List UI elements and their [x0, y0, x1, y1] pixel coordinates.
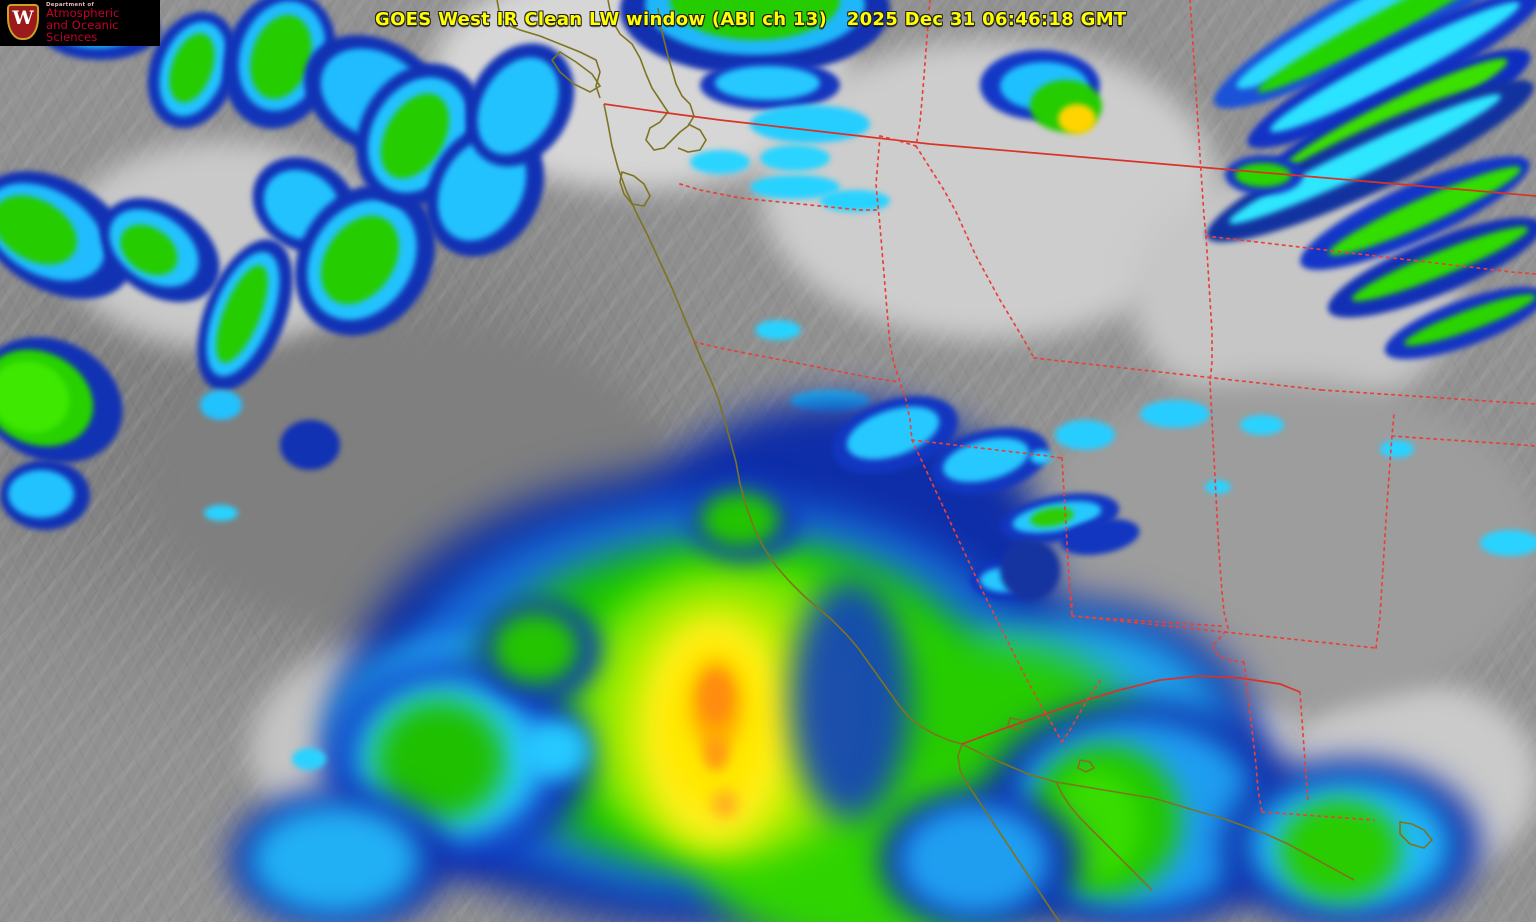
cloud-cell	[8, 470, 74, 518]
frontal-tail	[520, 720, 590, 780]
cloud-streak	[755, 320, 801, 340]
dry-slot	[790, 580, 910, 820]
cloud-cell	[1235, 163, 1291, 187]
frontal-tail	[492, 612, 580, 684]
logo-text: Department of Atmospheric and Oceanic Sc…	[46, 1, 160, 44]
cloud-cell	[1140, 400, 1210, 428]
national-border-layer	[603, 103, 1536, 745]
state-border-layer	[679, 0, 1536, 821]
uw-crest-icon: W	[4, 2, 42, 44]
cloud-cell	[280, 420, 340, 470]
cloud-cell	[292, 748, 326, 770]
frontal-tail	[700, 492, 780, 548]
coldest-cloud-top	[703, 735, 729, 771]
cloud-cell	[1055, 420, 1115, 450]
cloud-cluster	[690, 150, 750, 174]
cloud-cell	[1030, 450, 1052, 464]
logo-line-atmospheric: Atmospheric	[46, 6, 120, 21]
colorbar-region: 180200220240260280300320	[0, 855, 1536, 922]
cloud-streak	[820, 190, 890, 212]
logo-line-oceanic: and Oceanic Sciences	[46, 17, 119, 44]
cloud-cell	[200, 390, 242, 420]
cloud-cluster	[750, 105, 870, 143]
crest-letter: W	[12, 7, 34, 29]
coldest-cloud-top	[712, 790, 738, 818]
cloud-cluster	[250, 805, 420, 915]
cloud-cluster	[900, 805, 1050, 915]
cloud-cell	[1480, 530, 1536, 556]
cloud-cluster	[760, 145, 830, 171]
cloud-cluster	[715, 66, 820, 100]
cloud-cell	[1000, 540, 1060, 600]
cloud-cell	[1205, 480, 1231, 494]
cloud-cell	[1240, 415, 1284, 435]
cloud-cell	[1380, 440, 1414, 458]
cloud-streak	[204, 505, 238, 521]
product-title: GOES West IR Clean LW window (ABI ch 13)…	[375, 9, 1127, 30]
coastline-layer	[496, 0, 1434, 922]
logo-line-department: Department of	[46, 1, 94, 8]
coldest-cloud-top	[700, 672, 732, 724]
cloud-cell	[1058, 104, 1096, 134]
uw-aos-logo: W Department of Atmospheric and Oceanic …	[0, 0, 160, 46]
